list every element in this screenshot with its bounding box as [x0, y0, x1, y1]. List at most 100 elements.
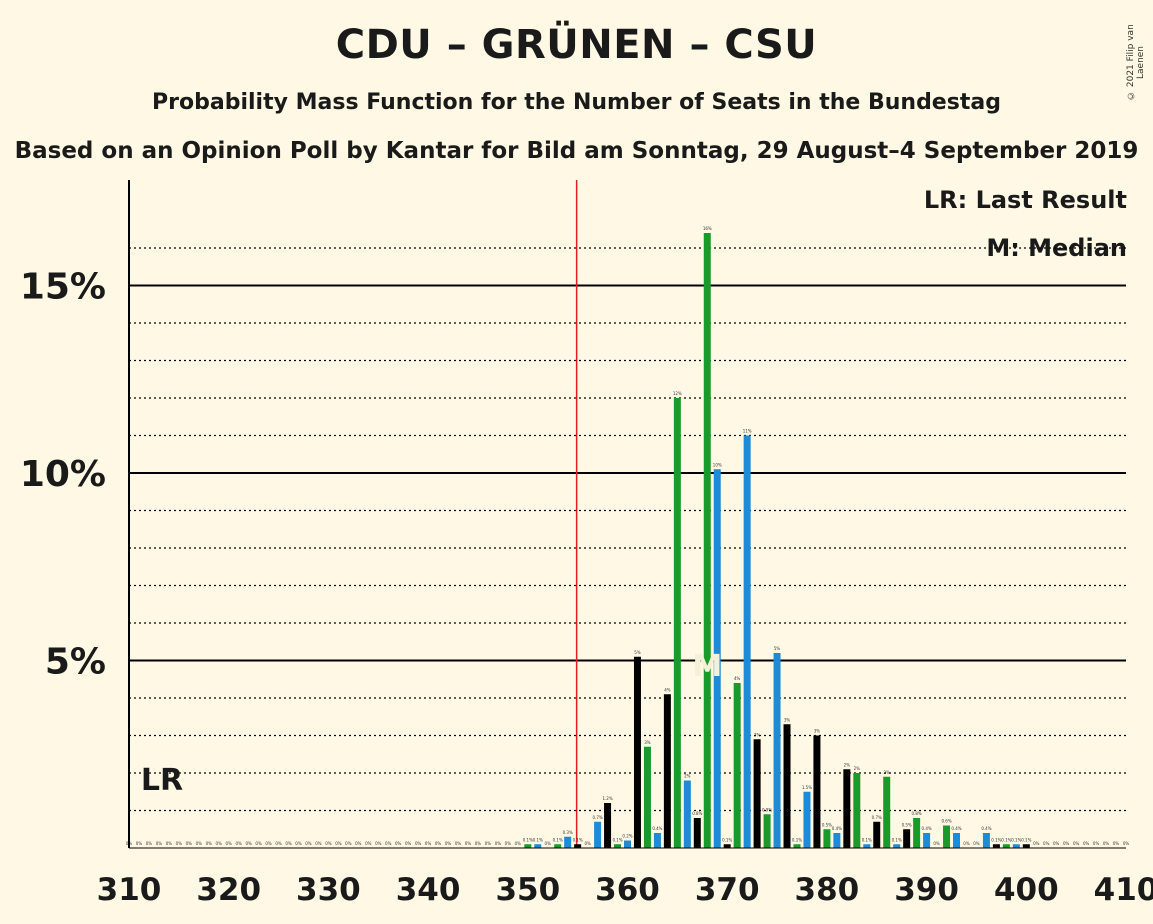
bar-value-label: 0%: [455, 841, 462, 846]
bar-value-label: 0.1%: [573, 837, 583, 842]
bar-seat-382: [843, 769, 851, 848]
bar-seat-379: [813, 735, 821, 848]
bar-value-label: 0.4%: [951, 826, 961, 831]
bar-value-label: 0.1%: [1001, 837, 1011, 842]
bar-seat-397: [992, 844, 1000, 848]
bar-value-label: 0.1%: [991, 837, 1001, 842]
bar-value-label: 0%: [325, 841, 332, 846]
bar-value-label: 0%: [235, 841, 242, 846]
bar-value-label: 0%: [1123, 841, 1130, 846]
chart-title: CDU – GRÜNEN – CSU: [335, 22, 818, 68]
median-marker: M: [692, 649, 722, 684]
bar-value-label: 0.8%: [912, 811, 922, 816]
bar-value-label: 0%: [216, 841, 223, 846]
bar-value-label: 0%: [1093, 841, 1100, 846]
bar-value-label: 0.8%: [692, 811, 702, 816]
bar-value-label: 0%: [1103, 841, 1110, 846]
x-tick-label: 310: [97, 872, 162, 908]
legend-last-result: LR: Last Result: [923, 186, 1127, 214]
bar-seat-365: [673, 398, 681, 848]
bar-value-label: 3%: [644, 740, 651, 745]
bar-seat-371: [733, 683, 741, 848]
bar-seat-381: [833, 833, 841, 848]
bar-value-label: 2%: [854, 766, 861, 771]
bar-seat-363: [653, 833, 661, 848]
bar-value-label: 0.4%: [832, 826, 842, 831]
chart-subtitle: Probability Mass Function for the Number…: [152, 90, 1001, 115]
bar-value-label: 0%: [1073, 841, 1080, 846]
bar-seat-376: [783, 724, 791, 848]
bar-seat-393: [953, 833, 961, 848]
bar-seat-370: [723, 844, 731, 848]
bar-value-label: 0%: [335, 841, 342, 846]
bar-value-label: 0%: [305, 841, 312, 846]
bar-value-label: 0%: [495, 841, 502, 846]
bar-value-label: 0%: [265, 841, 272, 846]
bar-seat-360: [624, 840, 631, 848]
bar-value-label: 0.4%: [652, 826, 662, 831]
bar-value-label: 0.4%: [981, 826, 991, 831]
bar-seat-367: [693, 818, 701, 848]
bar-value-label: 2%: [684, 774, 691, 779]
bar-seat-358: [604, 803, 612, 848]
bar-value-label: 0%: [255, 841, 262, 846]
bar-value-label: 0.1%: [1021, 837, 1031, 842]
bar-value-label: 0%: [1083, 841, 1090, 846]
bar-seat-374: [763, 814, 771, 848]
bar-value-label: 0%: [505, 841, 512, 846]
bar-seat-396: [982, 833, 990, 848]
bar-seat-398: [1002, 844, 1010, 848]
x-tick-label: 370: [695, 872, 760, 908]
bar-seat-385: [873, 821, 881, 848]
bar-value-label: 0.6%: [941, 819, 951, 824]
bar-value-label: 0.3%: [563, 830, 573, 835]
x-tick-label: 320: [196, 872, 261, 908]
bar-value-label: 0%: [425, 841, 432, 846]
bar-value-label: 0%: [146, 841, 153, 846]
bar-seat-357: [594, 821, 602, 848]
y-tick-label: 10%: [20, 454, 106, 495]
bar-value-label: 0.7%: [872, 815, 882, 820]
bar-seat-354: [564, 836, 572, 848]
bar-value-label: 0.9%: [762, 807, 772, 812]
bar-seat-373: [753, 739, 761, 848]
x-tick-label: 360: [595, 872, 660, 908]
bar-value-label: 4%: [734, 676, 741, 681]
bar-value-label: 0.5%: [902, 822, 912, 827]
bar-seat-378: [803, 791, 811, 848]
y-tick-label: 15%: [20, 267, 106, 308]
bar-seat-387: [893, 844, 901, 848]
bar-seat-361: [633, 656, 641, 848]
bar-value-label: 0%: [1053, 841, 1060, 846]
bar-value-label: 0%: [166, 841, 173, 846]
bar-seat-388: [903, 829, 911, 848]
bar-value-label: 16%: [703, 226, 712, 231]
bar-value-label: 3%: [814, 729, 821, 734]
x-tick-label: 330: [296, 872, 361, 908]
bar-value-label: 0%: [435, 841, 442, 846]
y-tick-label: 5%: [45, 642, 106, 683]
bar-value-label: 0%: [375, 841, 382, 846]
bar-value-label: 0%: [196, 841, 203, 846]
bar-value-label: 0%: [295, 841, 302, 846]
bar-value-label: 0%: [176, 841, 183, 846]
bar-value-label: 0.1%: [722, 837, 732, 842]
bar-seat-375: [773, 653, 781, 848]
bar-value-label: 0%: [545, 841, 552, 846]
bar-value-label: 0%: [385, 841, 392, 846]
bar-value-label: 0.7%: [593, 815, 603, 820]
bar-value-label: 0%: [355, 841, 362, 846]
bar-value-label: 5%: [774, 646, 781, 651]
bar-value-label: 0.1%: [892, 837, 902, 842]
bar-value-label: 0%: [136, 841, 143, 846]
bar-value-label: 1.5%: [802, 785, 812, 790]
bar-value-label: 5%: [634, 650, 641, 655]
bar-value-label: 3%: [754, 732, 761, 737]
bar-value-label: 0%: [1113, 841, 1120, 846]
bar-seat-369: [713, 469, 721, 848]
bar-value-label: 0%: [186, 841, 193, 846]
bar-value-label: 0%: [485, 841, 492, 846]
bar-seat-362: [643, 746, 651, 848]
bar-seat-359: [614, 844, 622, 848]
